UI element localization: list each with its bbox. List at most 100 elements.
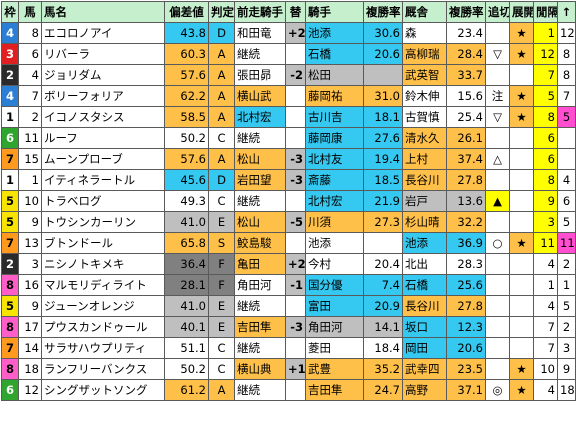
tenkai-mark: ★ <box>509 43 534 65</box>
waku-cell: 7 <box>1 232 19 254</box>
jockey-rate <box>363 64 403 86</box>
jockey-name: 石橋 <box>305 43 364 65</box>
table-row[interactable]: 4 7 ボリーフォリア 62.2 A 横山武 藤岡祐 31.0 鈴木伸 15.6 注 ★ 5 7 <box>1 85 576 107</box>
jockey-swap <box>285 85 306 107</box>
interval-value: 9 <box>533 190 558 212</box>
stable-name: 森 <box>402 22 447 44</box>
deviation-value: 41.0 <box>164 295 209 317</box>
horse-name: ブトンドール <box>41 232 165 254</box>
jockey-swap: +2 <box>285 22 306 44</box>
jockey-name: 池添 <box>305 232 364 254</box>
table-row[interactable]: 2 4 ジョリダム 57.6 A 張田昴 -2 松田 武英智 33.7 7 8 <box>1 64 576 86</box>
horse-number: 1 <box>18 169 42 191</box>
deviation-value: 41.0 <box>164 211 209 233</box>
deviation-value: 50.2 <box>164 358 209 380</box>
jockey-rate: 27.6 <box>363 127 403 149</box>
table-row[interactable]: 7 14 サラサハウプリティ 51.1 C 継続 菱田 18.4 岡田 20.6 7 3 <box>1 337 576 359</box>
training-mark <box>485 211 510 233</box>
training-mark <box>485 358 510 380</box>
grade: E <box>208 295 235 317</box>
jockey-name: 北村友 <box>305 148 364 170</box>
training-mark <box>485 169 510 191</box>
tenkai-mark: ★ <box>509 22 534 44</box>
index-value: 7 <box>557 85 576 107</box>
interval-value: 11 <box>533 232 558 254</box>
jockey-swap: +2 <box>285 253 306 275</box>
jockey-name: 国分優 <box>305 274 364 296</box>
index-value: 3 <box>557 337 576 359</box>
race-table: 枠 馬 馬名 偏差値 判定 前走騎手 替 騎手 複勝率 厩舎 複勝率 追切 展開… <box>1 1 576 401</box>
prev-jockey: 吉田隼 <box>234 316 286 338</box>
interval-value: 7 <box>533 337 558 359</box>
horse-number: 7 <box>18 85 42 107</box>
interval-value: 1 <box>533 22 558 44</box>
stable-rate: 28.4 <box>446 43 486 65</box>
table-row[interactable]: 5 10 トラベログ 49.3 C 継続 北村宏 21.9 岩戸 13.6 ▲ 9 6 <box>1 190 576 212</box>
horse-name: シングザットソング <box>41 379 165 401</box>
table-row[interactable]: 1 2 イコノスタシス 58.5 A 北村宏 古川吉 18.1 古賀慎 25.4 ▽ ★ 8 5 <box>1 106 576 128</box>
grade: C <box>208 337 235 359</box>
table-row[interactable]: 8 16 マルモリディライト 28.1 F 角田河 -1 国分優 7.4 石橋 25.6 1 1 <box>1 274 576 296</box>
prev-jockey: 継続 <box>234 379 286 401</box>
table-row[interactable]: 4 8 エコロノアイ 43.8 D 和田竜 +2 池添 30.6 森 23.4 ★ 1 12 <box>1 22 576 44</box>
tenkai-mark: ★ <box>509 358 534 380</box>
horse-name: プウスカンドゥール <box>41 316 165 338</box>
horse-number: 4 <box>18 64 42 86</box>
header-sort-arrow[interactable]: ↑ <box>557 1 576 23</box>
jockey-rate: 20.9 <box>363 295 403 317</box>
index-value: 4 <box>557 169 576 191</box>
prev-jockey: 亀田 <box>234 253 286 275</box>
jockey-swap <box>285 127 306 149</box>
stable-rate: 23.5 <box>446 358 486 380</box>
table-row[interactable]: 8 17 プウスカンドゥール 40.1 E 吉田隼 -3 角田河 14.1 坂口 12.3 7 2 <box>1 316 576 338</box>
index-value: 8 <box>557 64 576 86</box>
grade: C <box>208 190 235 212</box>
table-row[interactable]: 7 13 ブトンドール 65.8 S 鮫島駿 池添 池添 36.9 ○ ★ 11 11 <box>1 232 576 254</box>
table-row[interactable]: 5 9 トウシンカーリン 41.0 E 松山 -5 川須 27.3 杉山晴 32.2 3 5 <box>1 211 576 233</box>
index-value: 2 <box>557 316 576 338</box>
table-row[interactable]: 2 3 ニシノトキメキ 36.4 F 亀田 +2 今村 20.4 北出 28.3 4 2 <box>1 253 576 275</box>
tenkai-mark <box>509 64 534 86</box>
stable-rate: 28.3 <box>446 253 486 275</box>
stable-rate: 33.7 <box>446 64 486 86</box>
index-value: 18 <box>557 379 576 401</box>
prev-jockey: 岩田望 <box>234 169 286 191</box>
training-mark <box>485 127 510 149</box>
prev-jockey: 継続 <box>234 43 286 65</box>
index-value: 12 <box>557 22 576 44</box>
index-value <box>557 127 576 149</box>
jockey-name: 藤岡祐 <box>305 85 364 107</box>
training-mark <box>485 64 510 86</box>
interval-value: 3 <box>533 211 558 233</box>
stable-name: 石橋 <box>402 274 447 296</box>
tenkai-mark <box>509 253 534 275</box>
header-stable-rate: 複勝率 <box>446 1 486 23</box>
deviation-value: 61.2 <box>164 379 209 401</box>
waku-cell: 7 <box>1 148 19 170</box>
waku-cell: 1 <box>1 106 19 128</box>
table-row[interactable]: 3 6 リバーラ 60.3 A 継続 石橋 20.6 高柳瑞 28.4 ▽ ★ 12 8 <box>1 43 576 65</box>
deviation-value: 51.1 <box>164 337 209 359</box>
deviation-value: 57.6 <box>164 148 209 170</box>
table-row[interactable]: 5 9 ジューンオレンジ 41.0 E 継続 富田 20.9 長谷川 27.8 4 5 <box>1 295 576 317</box>
table-row[interactable]: 7 15 ムーンプローブ 57.6 A 松山 -3 北村友 19.4 上村 37.4 △ 6 <box>1 148 576 170</box>
waku-cell: 4 <box>1 22 19 44</box>
index-value: 6 <box>557 190 576 212</box>
stable-rate: 25.4 <box>446 106 486 128</box>
horse-name: イティネラートル <box>41 169 165 191</box>
horse-name: ランフリーバンクス <box>41 358 165 380</box>
grade: S <box>208 232 235 254</box>
stable-name: 古賀慎 <box>402 106 447 128</box>
training-mark: ◎ <box>485 379 510 401</box>
deviation-value: 60.3 <box>164 43 209 65</box>
table-row[interactable]: 1 1 イティネラートル 45.6 D 岩田望 -3 斎藤 18.5 長谷川 27.8 8 4 <box>1 169 576 191</box>
deviation-value: 50.2 <box>164 127 209 149</box>
horse-name: ジューンオレンジ <box>41 295 165 317</box>
table-row[interactable]: 6 12 シングザットソング 61.2 A 継続 吉田隼 24.7 高野 37.1 ◎ ★ 4 18 <box>1 379 576 401</box>
table-row[interactable]: 8 18 ランフリーバンクス 50.2 C 横山典 +1 武豊 35.2 武幸四 23.5 ★ 10 9 <box>1 358 576 380</box>
interval-value: 7 <box>533 64 558 86</box>
training-mark <box>485 22 510 44</box>
deviation-value: 40.1 <box>164 316 209 338</box>
table-row[interactable]: 6 11 ルーフ 50.2 C 継続 藤岡康 27.6 清水久 26.1 6 <box>1 127 576 149</box>
interval-value: 4 <box>533 253 558 275</box>
